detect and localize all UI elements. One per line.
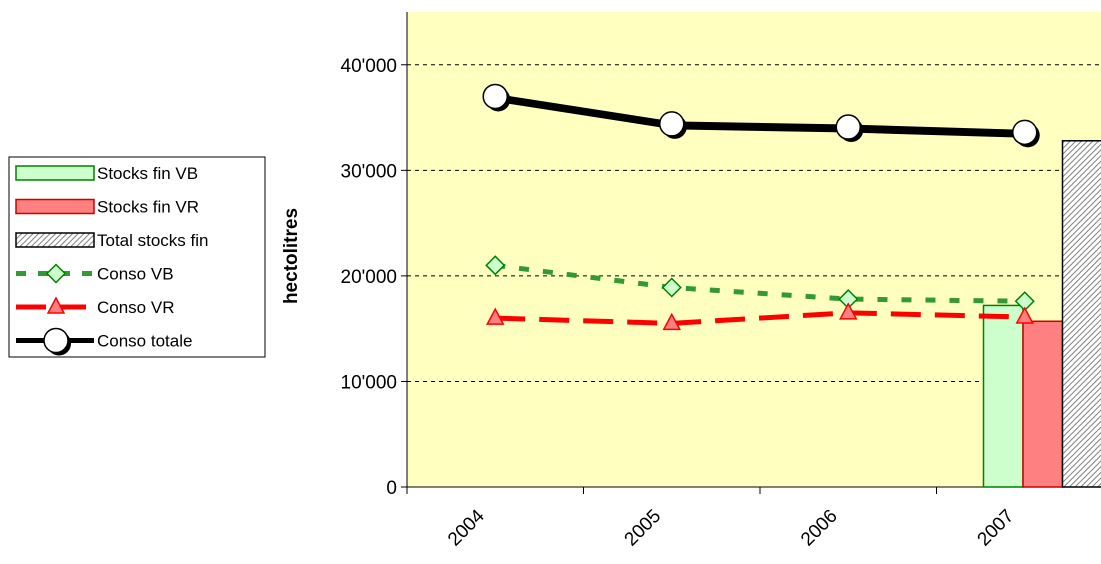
series-lines xyxy=(482,83,1040,331)
y-axis-title: hectolitres xyxy=(281,208,302,304)
line-conso-vr xyxy=(495,310,1025,326)
legend-label: Stocks fin VB xyxy=(97,164,198,183)
legend-swatch xyxy=(15,232,95,248)
legend-label: Stocks fin VR xyxy=(97,198,199,217)
bar-stocks-fin-vr xyxy=(1022,320,1064,488)
legend-item: Stocks fin VR xyxy=(15,198,199,217)
marker-conso-vr xyxy=(46,296,66,314)
marker-conso-vb xyxy=(45,263,67,284)
line-conso-vb xyxy=(494,262,1025,304)
marker-conso-vb xyxy=(661,277,682,298)
marker-conso-totale xyxy=(482,83,508,110)
marker-conso-totale xyxy=(835,114,861,140)
legend-box xyxy=(8,156,266,358)
line-conso-totale xyxy=(494,93,1025,135)
y-tick-label: 20'000 xyxy=(341,267,397,288)
legend-item: Total stocks fin xyxy=(15,231,209,250)
x-tick-label: 2004 xyxy=(444,505,489,550)
marker-conso-vr xyxy=(486,307,505,325)
legend-item: Conso VB xyxy=(16,263,174,284)
y-tick-label: 40'000 xyxy=(341,56,397,77)
marker-conso-vb xyxy=(485,255,506,276)
legend-label: Total stocks fin xyxy=(97,231,209,250)
legend-item: Stocks fin VB xyxy=(15,164,198,183)
legend-label: Conso totale xyxy=(97,332,192,351)
marker-conso-totale xyxy=(43,327,69,354)
x-tick-label: 2005 xyxy=(621,506,666,551)
y-tick-label: 10'000 xyxy=(341,372,397,393)
bar-stocks-fin-vb xyxy=(982,304,1024,488)
bar-total-stocks-fin xyxy=(1061,140,1101,488)
bars xyxy=(982,140,1101,488)
x-tick-label: 2007 xyxy=(974,506,1019,551)
legend-swatch xyxy=(15,198,95,215)
x-axis: 2004 2005 2006 2007 xyxy=(406,486,1101,551)
y-tick-label: 30'000 xyxy=(341,161,397,182)
legend-label: Conso VB xyxy=(97,265,174,284)
legend-item: Conso totale xyxy=(16,327,192,356)
legend-item: Conso VR xyxy=(16,296,174,317)
marker-conso-vr xyxy=(839,302,858,320)
legend-swatch xyxy=(15,165,95,181)
x-tick-label: 2006 xyxy=(797,506,842,551)
marker-conso-vr xyxy=(662,312,681,331)
legend-label: Conso VR xyxy=(97,298,174,317)
y-axis: 0 10'000 20'000 30'000 40'000 xyxy=(341,12,408,499)
marker-conso-vr xyxy=(1015,306,1034,324)
legend: Stocks fin VB Stocks fin VR Total stocks f… xyxy=(8,156,266,358)
line-shadow xyxy=(496,96,1027,138)
marker-conso-totale xyxy=(1012,119,1038,146)
marker-conso-totale xyxy=(659,111,685,137)
y-tick-label: 0 xyxy=(386,478,397,499)
